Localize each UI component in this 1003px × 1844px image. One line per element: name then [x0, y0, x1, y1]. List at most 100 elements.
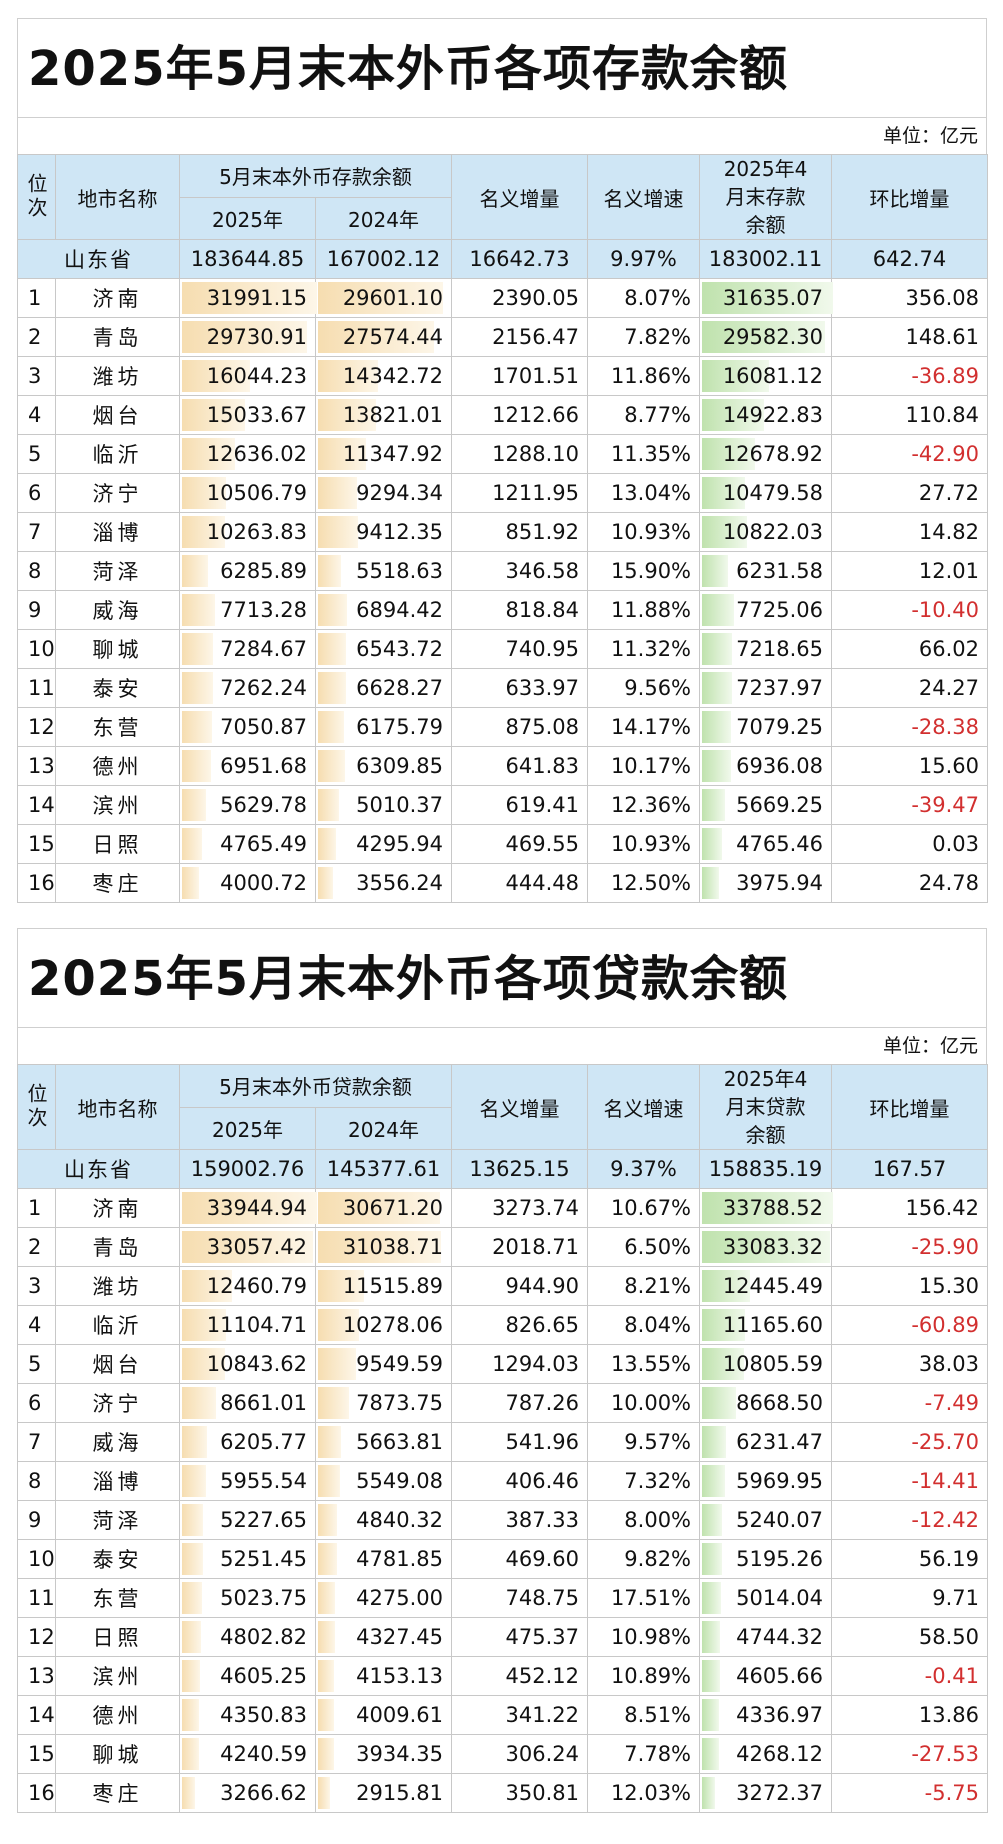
- data-bar: [318, 1387, 350, 1419]
- balance-2024-value: 31038.71: [342, 1235, 444, 1259]
- data-bar: [182, 399, 246, 431]
- table-row: 13 德州 6951.68 6309.85 641.83 10.17% 6936.08 15.…: [17, 746, 989, 786]
- growth-cell: 10.67%: [587, 1188, 701, 1228]
- mom-cell: 24.27: [831, 668, 989, 708]
- data-bar: [182, 1192, 317, 1224]
- balance-2025-cell: 6205.77: [179, 1422, 316, 1462]
- mom-cell: 148.61: [831, 317, 989, 357]
- balance-2024-value: 2915.81: [356, 1781, 444, 1805]
- balance-2025-value: 4350.83: [220, 1703, 307, 1727]
- april-balance-value: 7725.06: [736, 598, 824, 622]
- april-balance-value: 5969.95: [736, 1469, 824, 1493]
- april-balance-cell: 7079.25: [699, 707, 833, 747]
- balance-2024-value: 10278.06: [342, 1313, 444, 1337]
- data-bar: [318, 1231, 442, 1263]
- balance-2024-cell: 5663.81: [314, 1422, 453, 1462]
- growth-cell: 8.77%: [587, 395, 701, 435]
- balance-2024-cell: 4009.61: [314, 1695, 453, 1735]
- balance-2024-cell: 11515.89: [314, 1266, 453, 1306]
- balance-2024-value: 5010.37: [356, 793, 444, 817]
- data-bar: [318, 594, 348, 626]
- april-balance-value: 11165.60: [722, 1313, 824, 1337]
- city-cell: 泰安: [55, 668, 180, 708]
- rank-cell: 3: [17, 356, 56, 396]
- data-bar: [182, 1777, 195, 1809]
- increase-cell: 387.33: [451, 1500, 589, 1540]
- april-balance-value: 10805.59: [722, 1352, 824, 1376]
- data-bar: [702, 477, 746, 509]
- balance-2024-value: 5663.81: [356, 1430, 444, 1454]
- april-balance-cell: 6231.58: [699, 551, 833, 591]
- header-increase: 名义增量: [451, 154, 589, 240]
- rank-cell: 7: [17, 1422, 56, 1462]
- header-mom: 环比增量: [831, 154, 989, 240]
- data-bar: [182, 1621, 202, 1653]
- mom-cell: -28.38: [831, 707, 989, 747]
- data-bar: [318, 1192, 441, 1224]
- city-cell: 淄博: [55, 512, 180, 552]
- data-bar: [318, 828, 337, 860]
- province-increase: 16642.73: [451, 239, 589, 279]
- city-cell: 烟台: [55, 1344, 180, 1384]
- data-bar: [182, 789, 206, 821]
- mom-cell: -42.90: [831, 434, 989, 474]
- data-bar: [318, 1621, 336, 1653]
- rank-cell: 16: [17, 1773, 56, 1813]
- table-row: 12 日照 4802.82 4327.45 475.37 10.98% 4744.32 58.…: [17, 1617, 989, 1657]
- province-name: 山东省: [17, 239, 180, 279]
- growth-cell: 10.17%: [587, 746, 701, 786]
- balance-2025-value: 5251.45: [220, 1547, 307, 1571]
- april-balance-value: 16081.12: [722, 364, 824, 388]
- balance-2025-cell: 5955.54: [179, 1461, 316, 1501]
- balance-2024-value: 9549.59: [356, 1352, 444, 1376]
- april-balance-value: 3975.94: [736, 871, 824, 895]
- province-2025: 183644.85: [179, 239, 316, 279]
- growth-cell: 9.82%: [587, 1539, 701, 1579]
- table-row: 3 潍坊 12460.79 11515.89 944.90 8.21% 12445.49 15…: [17, 1266, 989, 1306]
- april-balance-value: 7079.25: [736, 715, 824, 739]
- increase-cell: 826.65: [451, 1305, 589, 1345]
- mom-cell: -60.89: [831, 1305, 989, 1345]
- table-row: 1 济南 33944.94 30671.20 3273.74 10.67% 33788.52…: [17, 1188, 989, 1228]
- data-bar: [318, 750, 345, 782]
- data-bar: [182, 633, 213, 665]
- data-bar: [702, 321, 825, 353]
- rank-cell: 10: [17, 629, 56, 669]
- data-bar: [318, 321, 435, 353]
- city-cell: 威海: [55, 590, 180, 630]
- data-bar: [702, 633, 732, 665]
- data-bar: [182, 867, 199, 899]
- city-cell: 青岛: [55, 317, 180, 357]
- increase-cell: 406.46: [451, 1461, 589, 1501]
- april-balance-cell: 5669.25: [699, 785, 833, 825]
- balance-2025-cell: 4000.72: [179, 863, 316, 903]
- increase-cell: 748.75: [451, 1578, 589, 1618]
- balance-2025-value: 6951.68: [220, 754, 307, 778]
- april-balance-cell: 10822.03: [699, 512, 833, 552]
- city-cell: 潍坊: [55, 1266, 180, 1306]
- data-bar: [318, 1504, 338, 1536]
- balance-2025-cell: 4765.49: [179, 824, 316, 864]
- mom-cell: 38.03: [831, 1344, 989, 1384]
- april-balance-value: 6231.47: [736, 1430, 824, 1454]
- growth-cell: 7.78%: [587, 1734, 701, 1774]
- growth-cell: 11.32%: [587, 629, 701, 669]
- province-2025: 159002.76: [179, 1149, 316, 1189]
- table-row: 13 滨州 4605.25 4153.13 452.12 10.89% 4605.66 -0.…: [17, 1656, 989, 1696]
- data-bar: [702, 555, 728, 587]
- rank-cell: 15: [17, 824, 56, 864]
- rank-cell: 12: [17, 707, 56, 747]
- city-cell: 菏泽: [55, 1500, 180, 1540]
- balance-2025-value: 3266.62: [220, 1781, 307, 1805]
- balance-2025-cell: 15033.67: [179, 395, 316, 435]
- data-bar: [318, 1309, 359, 1341]
- balance-2024-value: 3934.35: [356, 1742, 444, 1766]
- table-row: 6 济宁 10506.79 9294.34 1211.95 13.04% 10479.58 2…: [17, 473, 989, 513]
- april-balance-value: 6231.58: [736, 559, 824, 583]
- balance-2024-value: 4009.61: [356, 1703, 444, 1727]
- growth-cell: 10.93%: [587, 824, 701, 864]
- mom-cell: 0.03: [831, 824, 989, 864]
- data-bar: [702, 672, 732, 704]
- data-bar: [702, 594, 734, 626]
- balance-2025-cell: 10843.62: [179, 1344, 316, 1384]
